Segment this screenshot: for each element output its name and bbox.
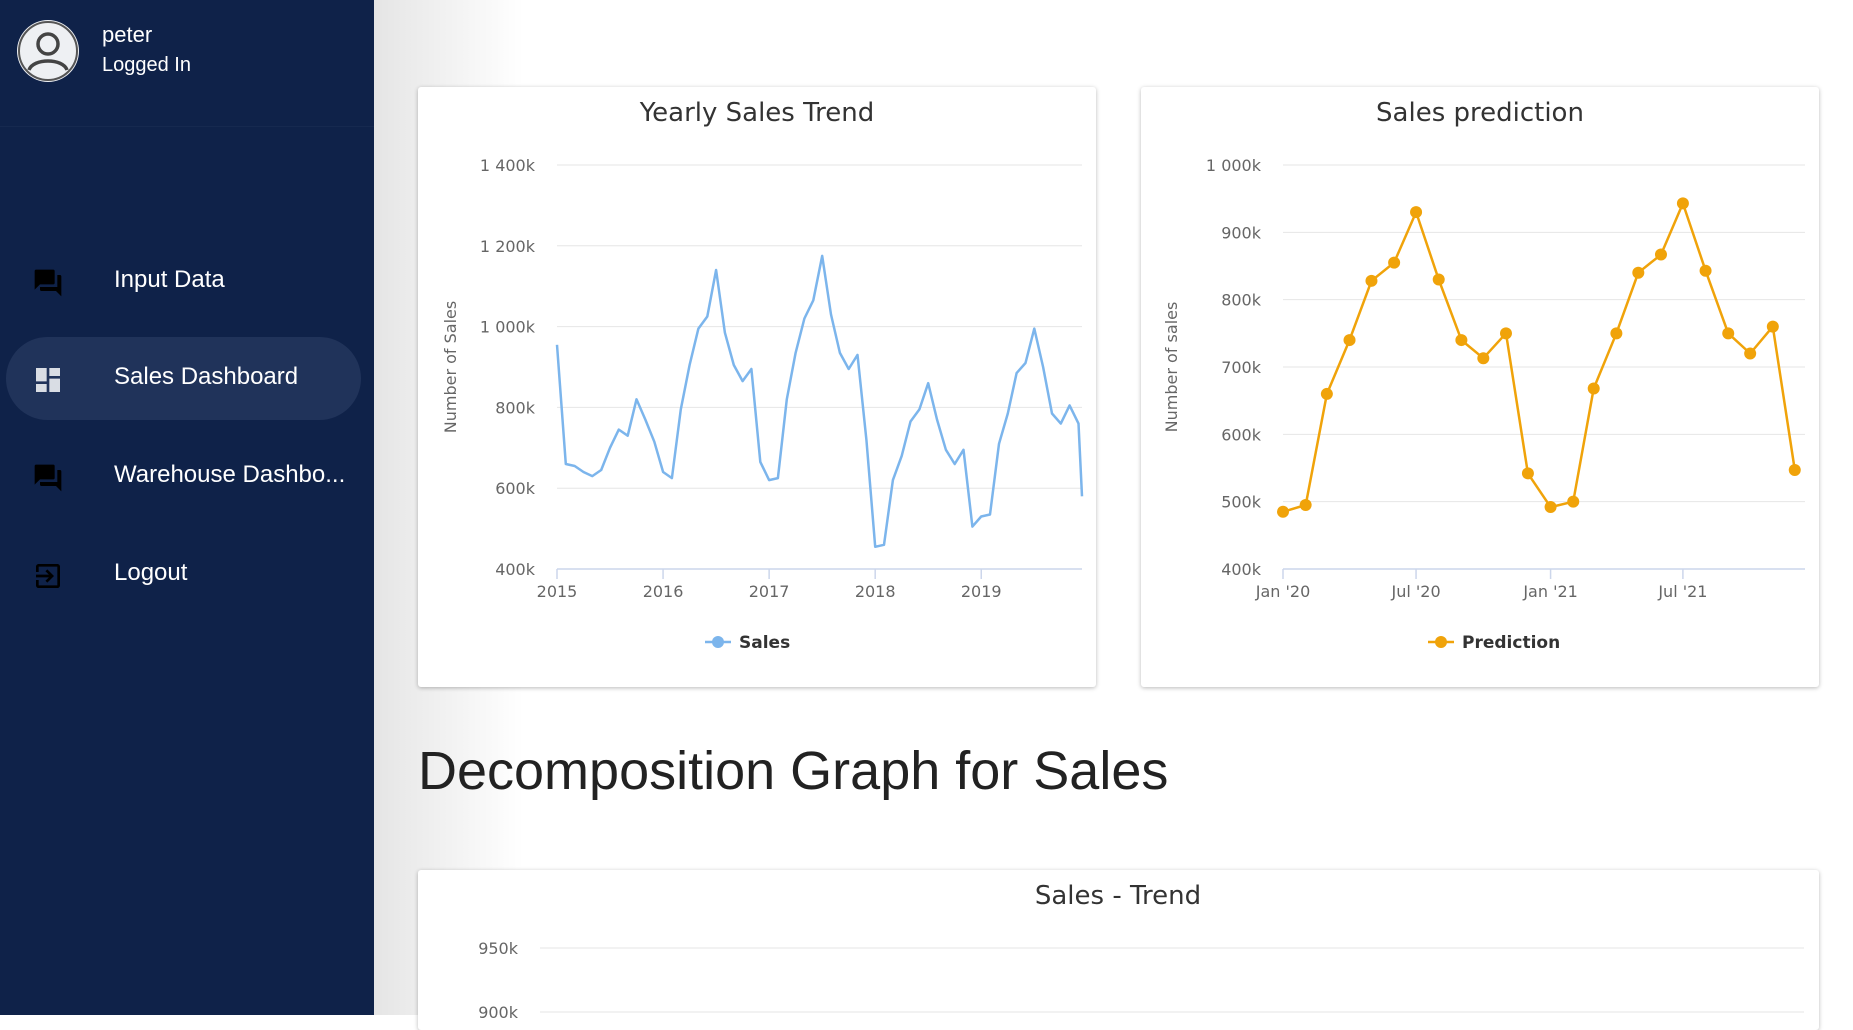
chart-title: Sales - Trend <box>1035 881 1201 911</box>
y-axis-title: Number of sales <box>1162 302 1181 433</box>
data-point <box>1521 467 1534 480</box>
y-tick-label: 950k <box>478 939 519 958</box>
legend-marker <box>712 636 724 648</box>
data-point <box>1455 334 1468 347</box>
y-axis-title: Number of Sales <box>441 301 460 433</box>
yearly-sales-chart: Yearly Sales Trend 400k 600k 800k 1 000k 1 20… <box>441 98 1084 653</box>
nav-label-sales-dashboard: Sales Dashboard <box>114 363 299 390</box>
y-tick-label: 1 000k <box>480 318 536 337</box>
section-heading: Decomposition Graph for Sales <box>418 741 1169 801</box>
data-point <box>1766 320 1779 333</box>
data-point <box>1388 256 1401 269</box>
data-point <box>1788 464 1801 477</box>
y-tick-label: 800k <box>1221 291 1262 310</box>
nav-label-warehouse-dashboard: Warehouse Dashbo... <box>114 461 346 488</box>
data-point <box>1499 327 1512 340</box>
avatar[interactable] <box>17 20 79 82</box>
nav-item-warehouse-dashboard[interactable]: Warehouse Dashbo... <box>6 435 361 518</box>
y-tick-label: 600k <box>1221 425 1262 444</box>
user-avatar-icon <box>18 21 78 81</box>
data-point <box>1410 206 1423 219</box>
x-tick-label: 2017 <box>749 582 790 601</box>
sales-prediction-chart: Sales prediction 400k 500k 600k 700k 800k 900k… <box>1162 98 1805 653</box>
user-name: peter <box>102 22 153 47</box>
data-point <box>1365 274 1378 287</box>
data-point <box>1320 387 1333 400</box>
legend-marker <box>1435 636 1447 648</box>
nav-item-sales-dashboard[interactable]: Sales Dashboard <box>6 337 361 420</box>
y-tick-label: 900k <box>478 1003 519 1022</box>
data-point <box>1432 273 1445 286</box>
y-tick-label: 600k <box>495 479 536 498</box>
data-point <box>1676 197 1689 210</box>
nav-label-input-data: Input Data <box>114 266 225 293</box>
y-tick-label: 400k <box>495 560 536 579</box>
data-point <box>1477 352 1490 365</box>
sidebar: peter Logged In Input Data Sales Dashboa… <box>0 0 374 1015</box>
data-point <box>1567 495 1580 508</box>
sales-prediction-chart-card: Sales prediction 400k 500k 600k 700k 800k 900k… <box>1141 87 1819 687</box>
x-tick-label: Jul '20 <box>1390 582 1440 601</box>
user-panel: peter Logged In <box>0 0 374 127</box>
data-point <box>1722 327 1735 340</box>
legend-label: Prediction <box>1462 633 1560 653</box>
y-tick-label: 400k <box>1221 560 1262 579</box>
chart-title: Sales prediction <box>1376 98 1584 128</box>
data-point <box>1632 266 1645 279</box>
y-tick-label: 500k <box>1221 493 1262 512</box>
data-point <box>1744 347 1757 360</box>
y-tick-label: 1 000k <box>1206 156 1262 175</box>
data-point <box>1343 334 1356 347</box>
data-point <box>1299 499 1312 512</box>
series-line-sales <box>555 254 1084 549</box>
data-point <box>1699 264 1712 277</box>
dashboard-icon <box>36 368 60 392</box>
user-status: Logged In <box>102 54 191 76</box>
data-point <box>1587 382 1600 395</box>
y-tick-label: 700k <box>1221 358 1262 377</box>
data-point <box>1654 248 1667 261</box>
x-tick-label: 2016 <box>643 582 684 601</box>
sales-trend-chart-card: Sales - Trend 900k 950k <box>418 870 1819 1030</box>
nav-item-logout[interactable]: Logout <box>6 533 361 616</box>
sales-trend-chart: Sales - Trend 900k 950k <box>478 881 1804 1022</box>
data-point <box>1610 327 1623 340</box>
series-line-prediction <box>1282 202 1797 513</box>
nav-item-input-data[interactable]: Input Data <box>6 240 361 323</box>
logout-icon <box>36 564 60 588</box>
x-tick-label: 2018 <box>855 582 896 601</box>
data-point <box>1277 505 1289 518</box>
yearly-sales-chart-card: Yearly Sales Trend 400k 600k 800k 1 000k 1 20… <box>418 87 1096 687</box>
x-tick-label: Jul '21 <box>1657 582 1707 601</box>
x-tick-label: Jan '20 <box>1255 582 1311 601</box>
x-tick-label: 2019 <box>961 582 1002 601</box>
y-tick-label: 900k <box>1221 223 1262 242</box>
x-tick-label: Jan '21 <box>1522 582 1578 601</box>
y-tick-label: 1 200k <box>480 237 536 256</box>
y-tick-label: 1 400k <box>480 156 536 175</box>
forum-icon <box>34 269 62 297</box>
data-point <box>1544 501 1557 514</box>
nav-label-logout: Logout <box>114 559 188 586</box>
x-tick-label: 2015 <box>537 582 578 601</box>
y-tick-label: 800k <box>495 398 536 417</box>
forum-icon <box>34 464 62 492</box>
legend-label: Sales <box>739 633 790 653</box>
chart-title: Yearly Sales Trend <box>639 98 875 128</box>
